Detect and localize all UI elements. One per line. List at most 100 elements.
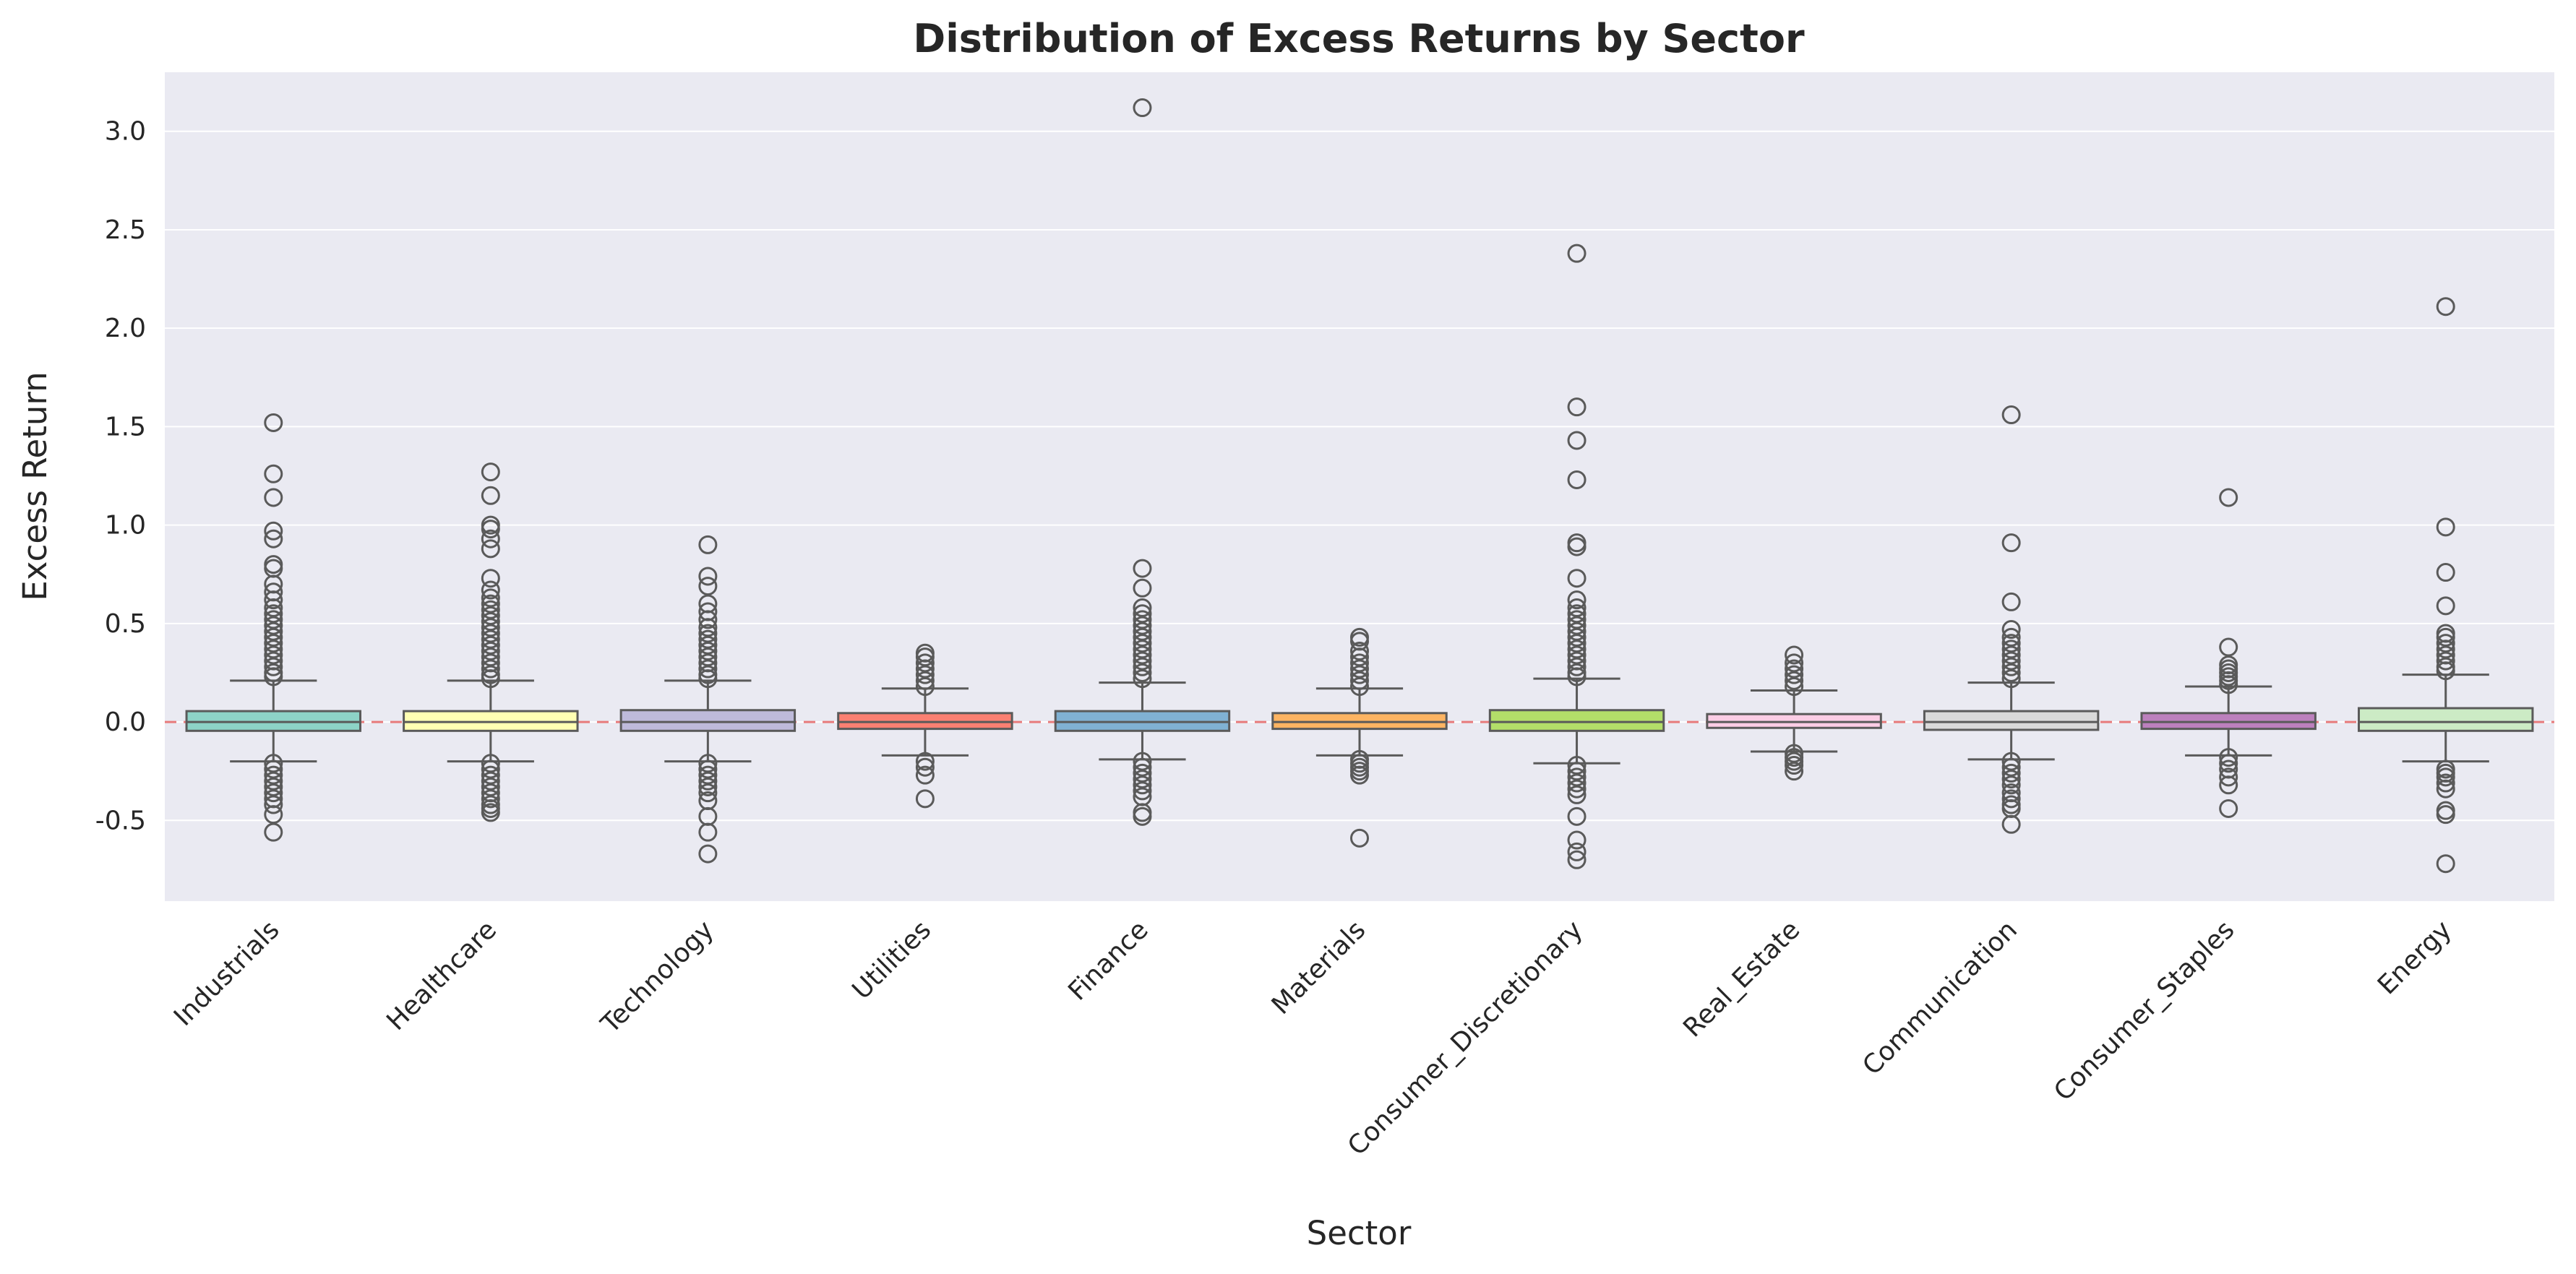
outlier-point: [1350, 765, 1369, 785]
outlier-point: [264, 521, 283, 541]
outlier-point: [2001, 592, 2021, 611]
outlier-point: [2436, 640, 2455, 659]
outlier-point: [2001, 620, 2021, 640]
outlier-point: [2436, 634, 2455, 653]
boxes-group: [185, 98, 2534, 874]
outlier-point: [264, 488, 283, 507]
outlier-point: [698, 759, 718, 779]
outlier-point: [481, 624, 500, 643]
outlier-point: [1350, 647, 1369, 667]
outlier-point: [264, 645, 283, 665]
outlier-point: [2219, 799, 2238, 818]
outlier-point: [264, 765, 283, 785]
outlier-point: [698, 822, 718, 842]
outlier-point: [1567, 785, 1587, 804]
outlier-point: [1567, 850, 1587, 869]
box-body: [1488, 709, 1665, 732]
outlier-point: [264, 616, 283, 635]
y-tick-label: 3.0: [105, 117, 146, 147]
outlier-point: [481, 486, 500, 505]
outlier-point: [1567, 842, 1587, 861]
outlier-point: [1350, 677, 1369, 697]
outlier-point: [1133, 657, 1152, 676]
outlier-point: [481, 803, 500, 822]
outlier-point: [915, 752, 935, 771]
outlier-point: [1567, 640, 1587, 659]
outlier-point: [1350, 641, 1369, 660]
outlier-point: [2001, 770, 2021, 789]
outlier-point: [2436, 661, 2455, 681]
y-tick-label: 1.0: [105, 511, 146, 541]
outlier-point: [264, 464, 283, 483]
outlier-point: [915, 653, 935, 673]
outlier-point: [1567, 806, 1587, 826]
box-body: [619, 709, 797, 732]
outlier-point: [481, 629, 500, 649]
box-body: [1923, 710, 2100, 731]
outlier-point: [1567, 667, 1587, 687]
outlier-point: [1567, 616, 1587, 635]
box-body: [2358, 707, 2534, 732]
outlier-point: [698, 610, 718, 629]
outlier-point: [481, 606, 500, 625]
outlier-point: [264, 822, 283, 842]
outlier-point: [481, 635, 500, 655]
outlier-point: [698, 629, 718, 649]
box-consumer-staples: [2140, 488, 2317, 818]
outlier-point: [481, 647, 500, 667]
box-finance: [1054, 98, 1231, 826]
y-tick-label: 2.5: [105, 215, 146, 245]
outlier-point: [1133, 598, 1152, 618]
outlier-point: [264, 610, 283, 629]
outlier-point: [2219, 775, 2238, 795]
box-materials: [1271, 627, 1448, 848]
outlier-point: [1785, 645, 1804, 665]
outlier-point: [698, 567, 718, 586]
outlier-point: [2436, 563, 2455, 582]
outlier-point: [1133, 669, 1152, 689]
outlier-point: [481, 765, 500, 785]
outlier-point: [264, 627, 283, 647]
outlier-point: [481, 580, 500, 600]
outlier-point: [264, 777, 283, 796]
outlier-point: [1785, 677, 1804, 697]
outlier-point: [2436, 854, 2455, 874]
outlier-point: [2219, 767, 2238, 787]
outlier-point: [698, 577, 718, 596]
outlier-point: [1567, 590, 1587, 610]
box-communication: [1923, 405, 2100, 834]
y-tick-labels: -0.5 0.0 0.5 1.0 1.5 2.0 2.5 3.0: [95, 117, 146, 836]
outlier-point: [1133, 640, 1152, 659]
chart-title: Distribution of Excess Returns by Sector: [913, 16, 1805, 61]
outlier-point: [1785, 665, 1804, 684]
outlier-point: [1133, 634, 1152, 653]
outlier-point: [915, 665, 935, 684]
outlier-point: [2219, 675, 2238, 694]
outlier-point: [481, 612, 500, 632]
outlier-point: [2001, 657, 2021, 676]
outlier-point: [1567, 569, 1587, 588]
outlier-point: [2001, 640, 2021, 659]
outlier-point: [1567, 762, 1587, 781]
outlier-point: [481, 462, 500, 482]
outlier-point: [1133, 781, 1152, 801]
outlier-point: [698, 635, 718, 655]
outlier-point: [1567, 779, 1587, 799]
outlier-point: [2219, 754, 2238, 773]
outlier-point: [2436, 596, 2455, 616]
outlier-point: [1567, 830, 1587, 850]
outlier-point: [264, 640, 283, 659]
outlier-point: [915, 765, 935, 785]
outlier-point: [2001, 752, 2021, 771]
outlier-point: [481, 669, 500, 689]
outlier-point: [1133, 578, 1152, 598]
outlier-point: [264, 771, 283, 791]
outlier-point: [2001, 634, 2021, 653]
outlier-point: [2436, 767, 2455, 787]
outlier-point: [1567, 657, 1587, 676]
outlier-point: [698, 624, 718, 643]
outlier-point: [1133, 645, 1152, 665]
outlier-point: [915, 671, 935, 690]
box-energy: [2358, 297, 2534, 874]
outlier-point: [264, 413, 283, 432]
